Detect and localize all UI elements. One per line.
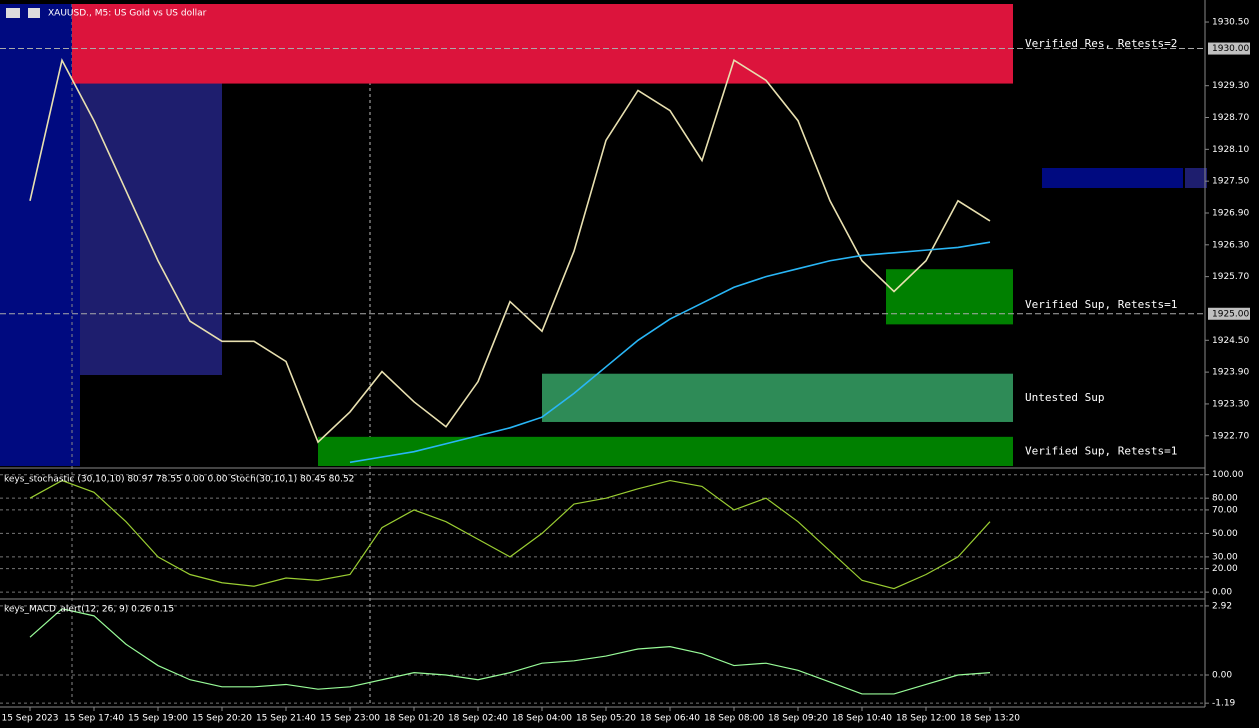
y-tick-label: 2.92 <box>1212 601 1232 611</box>
zone-label: Verified Sup, Retests=1 <box>1025 298 1177 311</box>
y-tick-label: 70.00 <box>1212 505 1238 515</box>
zone-left-2 <box>80 70 222 375</box>
x-tick-label: 18 Sep 12:00 <box>896 714 956 724</box>
x-tick-label: 18 Sep 06:40 <box>640 714 700 724</box>
x-tick-label: 18 Sep 10:40 <box>832 714 892 724</box>
icon <box>6 8 20 18</box>
series-line <box>349 241 991 464</box>
icon <box>28 8 40 18</box>
y-tick-label: 30.00 <box>1212 552 1238 562</box>
chart-title: XAUUSD., M5: US Gold vs US dollar <box>48 9 207 19</box>
zone-marker <box>1042 168 1183 188</box>
y-tick-label: 50.00 <box>1212 529 1238 539</box>
zone-left <box>0 4 80 466</box>
y-tick-label: 1927.50 <box>1212 177 1249 187</box>
x-tick-label: 15 Sep 20:20 <box>192 714 252 724</box>
price-label: 1930.00 <box>1212 44 1249 54</box>
x-tick-label: 18 Sep 04:00 <box>512 714 572 724</box>
zone <box>886 269 1013 325</box>
zone <box>318 436 1013 466</box>
x-tick-label: 18 Sep 08:00 <box>704 714 764 724</box>
price-label: 1925.00 <box>1212 309 1249 319</box>
x-tick-label: 15 Sep 21:40 <box>256 714 316 724</box>
price-box <box>1208 42 1250 55</box>
y-tick-label: 1928.70 <box>1212 113 1249 123</box>
y-tick-label: 100.00 <box>1212 470 1244 480</box>
y-tick-label: 1923.90 <box>1212 368 1249 378</box>
y-tick-label: 1926.30 <box>1212 240 1249 250</box>
x-tick-label: 18 Sep 05:20 <box>576 714 636 724</box>
y-tick-label: 1930.50 <box>1212 18 1249 28</box>
y-tick-label: 1926.90 <box>1212 208 1249 218</box>
zone-label: Verified Res, Retests=2 <box>1025 37 1177 50</box>
x-tick-label: 18 Sep 13:20 <box>960 714 1020 724</box>
y-tick-label: -1.19 <box>1212 699 1236 709</box>
x-tick-label: 15 Sep 17:40 <box>64 714 124 724</box>
x-tick-label: 15 Sep 23:00 <box>320 714 380 724</box>
y-tick-label: 1928.10 <box>1212 145 1249 155</box>
y-tick-label: 80.00 <box>1212 494 1238 504</box>
y-tick-label: 1923.30 <box>1212 399 1249 409</box>
y-tick-label: 1922.70 <box>1212 431 1249 441</box>
y-tick-label: 20.00 <box>1212 564 1238 574</box>
zone-label: Untested Sup <box>1025 391 1104 404</box>
zone <box>542 373 1013 422</box>
series-line <box>29 57 991 444</box>
series-line <box>29 479 991 590</box>
panel-title: keys_stochastic (30,10,10) 80.97 78.55 0… <box>4 475 354 485</box>
zone-label: Verified Sup, Retests=1 <box>1025 444 1177 457</box>
x-tick-label: 18 Sep 01:20 <box>384 714 444 724</box>
x-tick-label: 18 Sep 02:40 <box>448 714 508 724</box>
zone <box>72 4 1013 84</box>
zone-marker-2 <box>1185 168 1207 188</box>
series-line <box>29 608 991 695</box>
x-tick-label: 18 Sep 09:20 <box>768 714 828 724</box>
y-tick-label: 0.00 <box>1212 588 1232 598</box>
x-tick-label: 15 Sep 19:00 <box>128 714 188 724</box>
y-tick-label: 0.00 <box>1212 671 1232 681</box>
y-tick-label: 1925.70 <box>1212 272 1249 282</box>
y-tick-label: 1924.50 <box>1212 336 1249 346</box>
panel-title: keys_MACD_alert(12, 26, 9) 0.26 0.15 <box>4 605 174 615</box>
x-tick-label: 15 Sep 2023 <box>1 714 58 724</box>
price-box <box>1208 307 1250 320</box>
y-tick-label: 1929.30 <box>1212 81 1249 91</box>
